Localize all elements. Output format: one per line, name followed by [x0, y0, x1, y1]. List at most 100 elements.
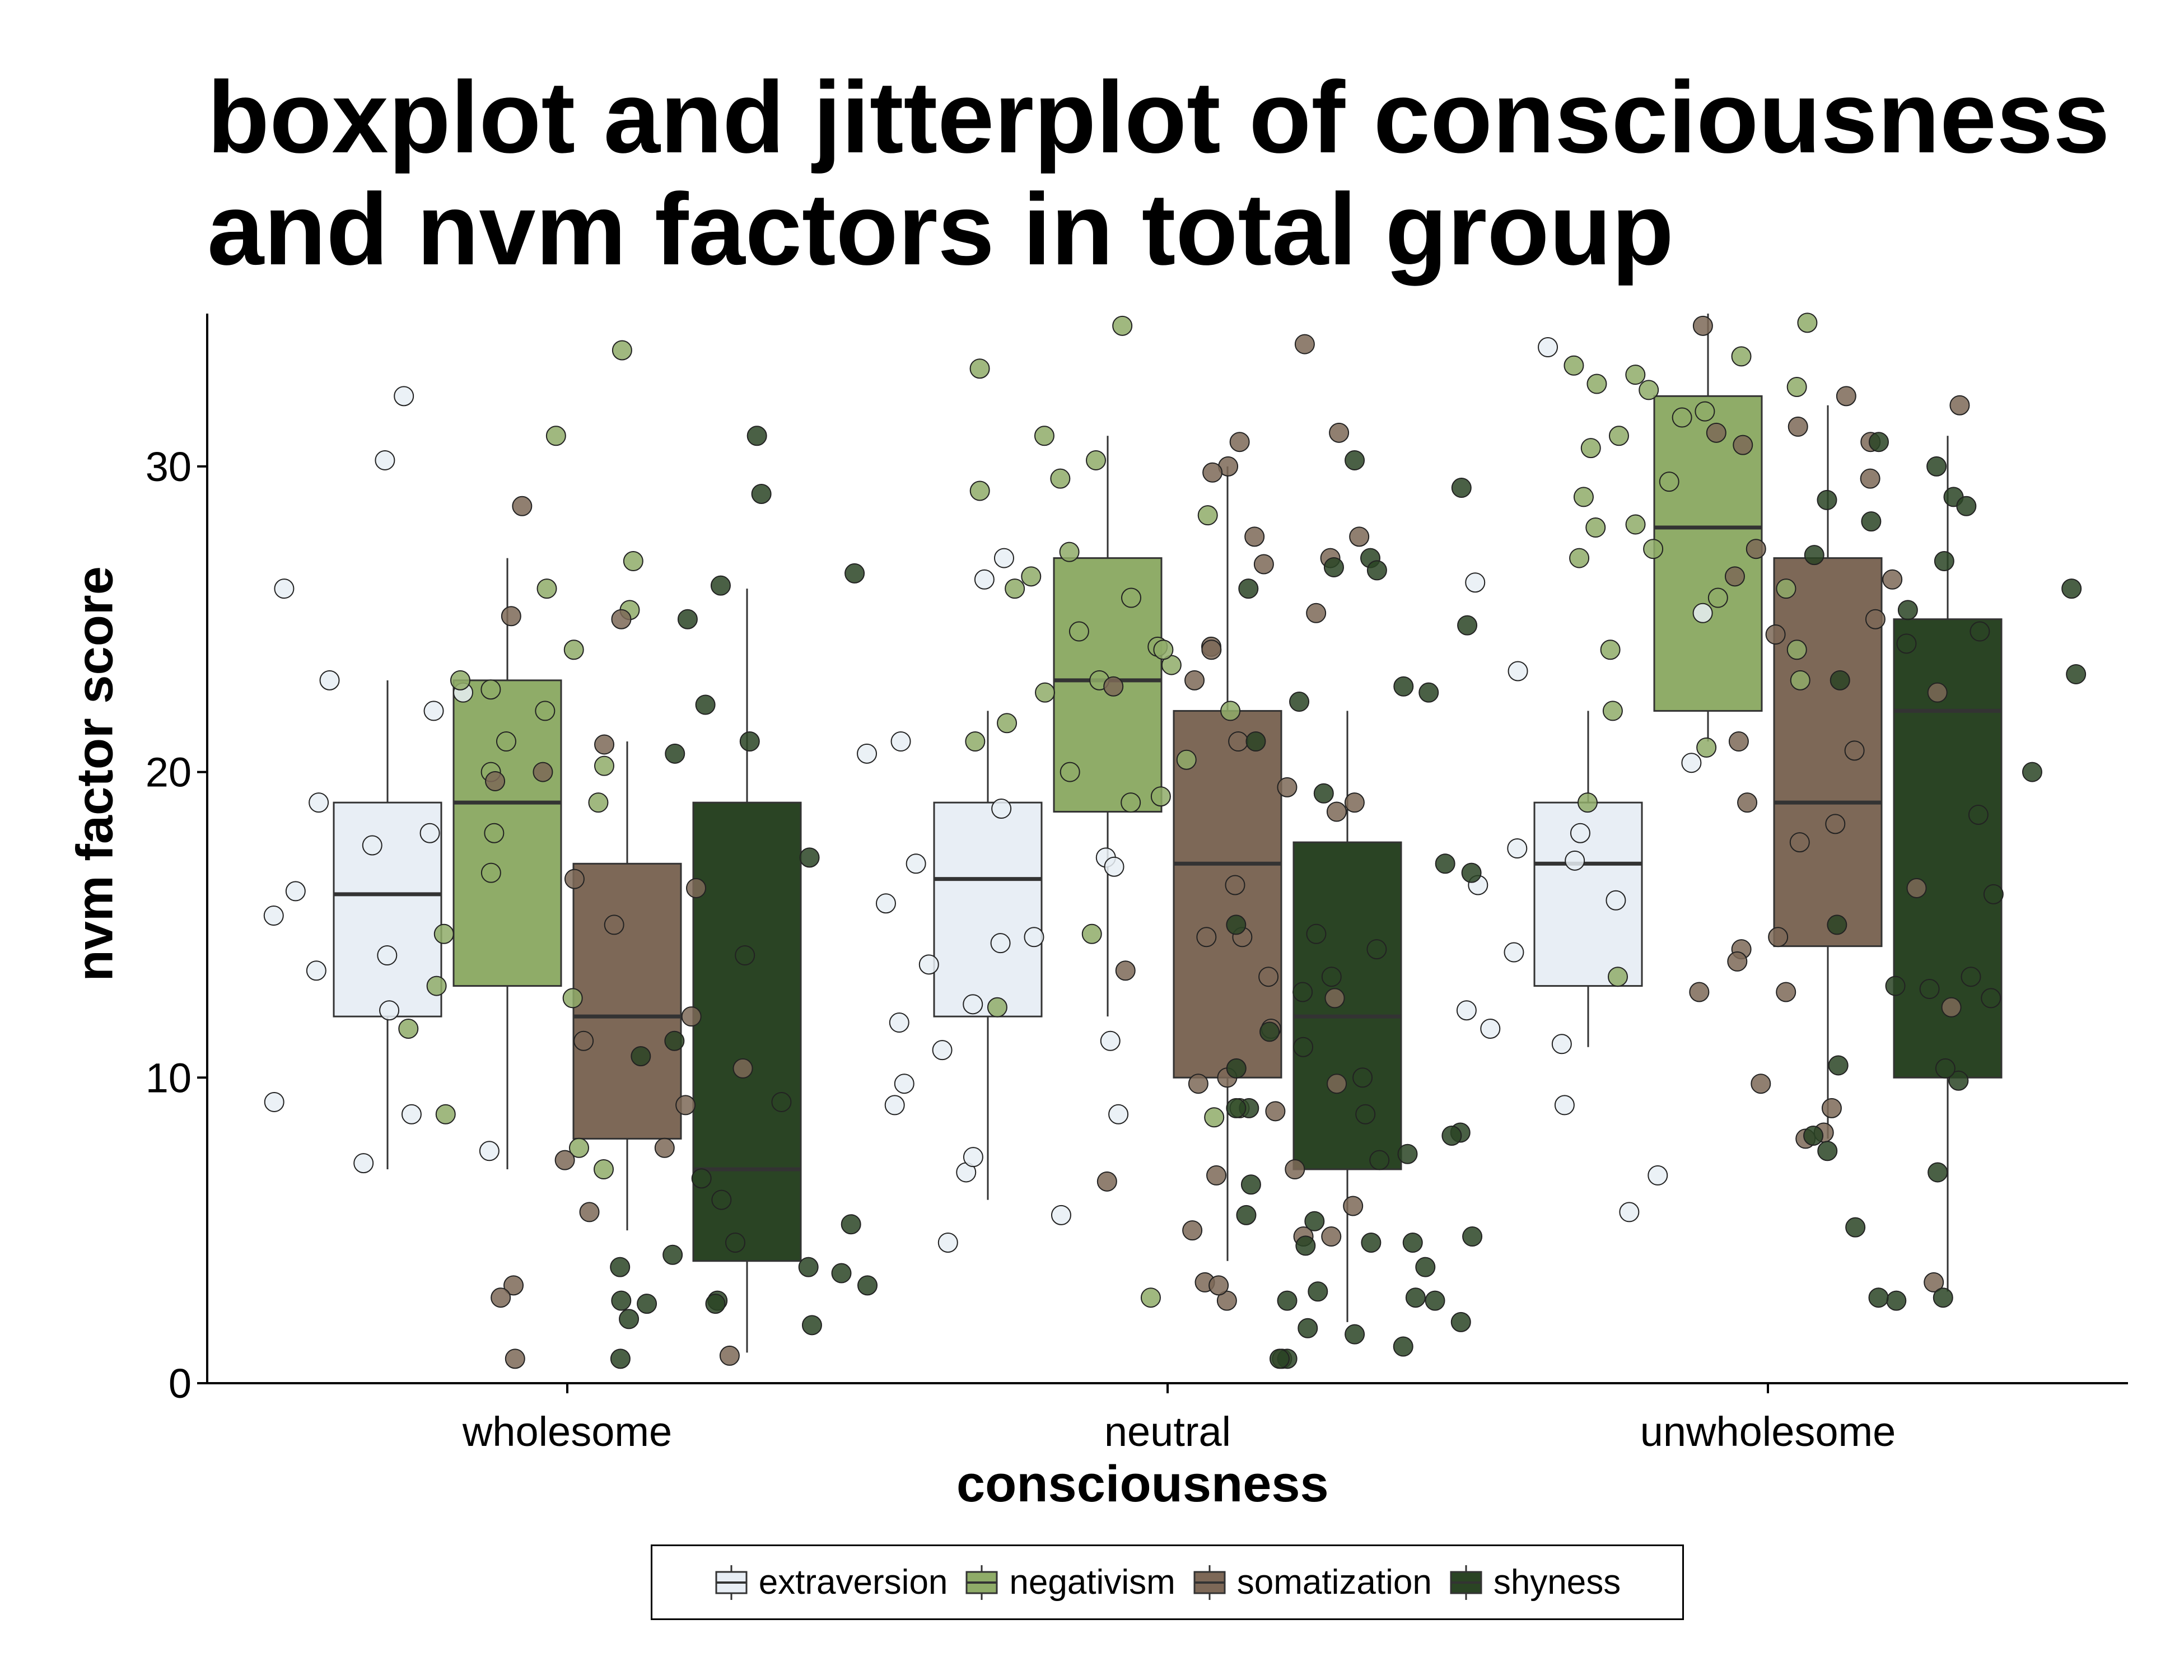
point-shyness-wholesome [677, 609, 698, 629]
point-shyness-neutral [1321, 967, 1342, 987]
point-shyness-neutral [1306, 923, 1327, 944]
point-shyness-unwholesome [1804, 545, 1824, 566]
point-negativism-unwholesome [1573, 487, 1594, 507]
point-somatization-neutral [1225, 875, 1245, 895]
point-shyness-wholesome [691, 1168, 712, 1189]
point-negativism-neutral [1060, 762, 1080, 782]
point-extraversion-unwholesome [1570, 823, 1590, 843]
point-shyness-neutral [1226, 1058, 1247, 1079]
point-shyness-wholesome [844, 563, 865, 584]
point-negativism-wholesome [545, 426, 566, 446]
point-somatization-unwholesome [1751, 1074, 1771, 1094]
point-somatization-unwholesome [1706, 422, 1726, 443]
point-shyness-neutral [1355, 1104, 1376, 1124]
point-shyness-neutral [1369, 1150, 1390, 1170]
point-somatization-unwholesome [1836, 386, 1856, 407]
point-somatization-unwholesome [1865, 609, 1886, 629]
point-extraversion-wholesome [394, 386, 414, 407]
x-tick-label-wholesome: wholesome [462, 1408, 672, 1455]
point-negativism-wholesome [588, 792, 609, 813]
point-shyness-neutral [1441, 1125, 1462, 1146]
point-negativism-neutral [1121, 792, 1141, 813]
point-shyness-unwholesome [1868, 1287, 1889, 1308]
point-somatization-wholesome [503, 1275, 524, 1296]
point-somatization-neutral [1326, 801, 1347, 822]
point-negativism-unwholesome [1608, 967, 1628, 987]
point-shyness-unwholesome [1897, 600, 1918, 620]
point-somatization-neutral [1253, 554, 1274, 575]
point-somatization-unwholesome [1728, 731, 1749, 752]
point-shyness-neutral [1226, 914, 1247, 935]
point-negativism-wholesome [435, 1104, 456, 1124]
point-extraversion-wholesome [319, 670, 340, 690]
point-negativism-unwholesome [1786, 640, 1807, 660]
point-somatization-unwholesome [1724, 566, 1745, 587]
point-shyness-neutral [1366, 939, 1387, 960]
point-shyness-neutral [1461, 862, 1482, 883]
legend-key-negativism [964, 1565, 999, 1600]
point-somatization-neutral [1321, 1226, 1342, 1247]
point-somatization-neutral [1285, 1159, 1305, 1179]
point-shyness-wholesome [746, 426, 767, 446]
axes-layer: 0 10 20 30 wholesome neutral unwholesome [146, 314, 2128, 1455]
point-shyness-unwholesome [1919, 979, 1940, 1000]
point-shyness-neutral [1304, 1211, 1325, 1231]
point-shyness-unwholesome [1970, 621, 1990, 642]
point-somatization-neutral [1344, 792, 1365, 813]
point-extraversion-neutral [1051, 1205, 1071, 1225]
point-shyness-wholesome [798, 1257, 819, 1277]
y-tick-label: 10 [146, 1054, 192, 1101]
point-extraversion-unwholesome [1619, 1202, 1640, 1222]
legend-item-somatization: somatization [1192, 1562, 1432, 1602]
point-somatization-unwholesome [1765, 624, 1786, 645]
point-shyness-unwholesome [1861, 511, 1882, 532]
point-somatization-wholesome [611, 609, 632, 629]
point-shyness-neutral [1462, 1226, 1483, 1247]
legend-key-somatization [1192, 1565, 1227, 1600]
point-somatization-neutral [1182, 1220, 1203, 1241]
point-shyness-wholesome [662, 1244, 683, 1265]
point-shyness-wholesome [771, 1091, 792, 1112]
boxes-layer [333, 314, 2003, 1353]
point-somatization-neutral [1202, 462, 1223, 483]
legend-key-extraversion [714, 1565, 749, 1600]
point-somatization-wholesome [732, 1058, 753, 1079]
point-shyness-unwholesome [1830, 670, 1850, 690]
point-somatization-unwholesome [1789, 832, 1810, 853]
point-extraversion-wholesome [263, 906, 284, 926]
point-somatization-wholesome [686, 878, 707, 898]
point-extraversion-neutral [1104, 856, 1124, 877]
point-negativism-unwholesome [1564, 355, 1584, 376]
point-negativism-wholesome [594, 1159, 614, 1179]
point-negativism-neutral [1121, 587, 1141, 608]
point-extraversion-neutral [894, 1074, 914, 1094]
point-negativism-neutral [1150, 786, 1171, 807]
point-shyness-neutral [1277, 1290, 1298, 1311]
legend-label-shyness: shyness [1493, 1563, 1621, 1602]
point-negativism-unwholesome [1625, 365, 1646, 385]
point-somatization-neutral [1096, 1171, 1117, 1192]
point-negativism-unwholesome [1707, 587, 1728, 608]
point-somatization-wholesome [512, 496, 533, 516]
point-somatization-neutral [1206, 1165, 1227, 1186]
x-tick-label-unwholesome: unwholesome [1640, 1408, 1896, 1455]
point-shyness-neutral [1289, 692, 1310, 712]
point-negativism-wholesome [480, 679, 501, 700]
point-negativism-neutral [987, 997, 1007, 1018]
point-shyness-wholesome [664, 1030, 685, 1051]
point-shyness-neutral [1345, 450, 1365, 470]
point-shyness-neutral [1457, 615, 1478, 636]
point-negativism-neutral [1197, 505, 1218, 526]
point-extraversion-unwholesome [1508, 661, 1528, 682]
box-extraversion-neutral [933, 801, 1043, 1018]
point-somatization-unwholesome [1949, 395, 1970, 416]
point-negativism-wholesome [426, 976, 447, 996]
point-negativism-wholesome [484, 823, 505, 843]
point-negativism-neutral [1021, 566, 1042, 587]
point-somatization-wholesome [505, 1348, 525, 1369]
point-extraversion-wholesome [423, 701, 444, 721]
point-shyness-unwholesome [1817, 489, 1837, 510]
point-shyness-unwholesome [1961, 967, 1981, 987]
point-extraversion-wholesome [285, 881, 306, 902]
point-extraversion-neutral [890, 731, 911, 752]
